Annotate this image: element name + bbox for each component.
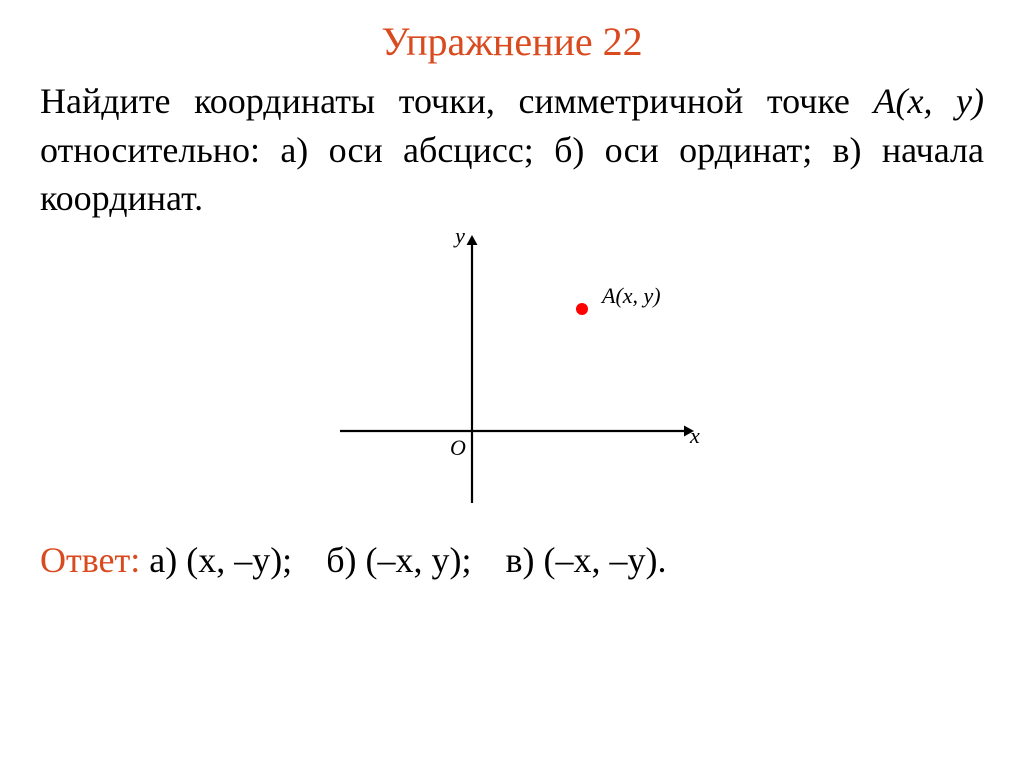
answer-b: б) (–x, y); (326, 539, 471, 581)
problem-text: Найдите координаты точки, симметричной т… (40, 77, 984, 223)
coordinate-plane: x y O A(x, y) (322, 231, 702, 521)
answer-a: а) (x, –y); (149, 540, 292, 580)
slide: Упражнение 22 Найдите координаты точки, … (0, 0, 1024, 767)
problem-point: A(x, y) (873, 81, 984, 121)
figure-container: x y O A(x, y) (40, 231, 984, 521)
svg-text:y: y (453, 231, 465, 248)
exercise-title: Упражнение 22 (40, 18, 984, 65)
answer-row: Ответ: а) (x, –y); б) (–x, y); в) (–x, –… (40, 539, 984, 581)
svg-text:A(x, y): A(x, y) (600, 283, 661, 308)
svg-text:O: O (450, 435, 466, 460)
problem-line1: Найдите координаты точки, симметричной т… (40, 81, 873, 121)
answer-c: в) (–x, –y). (505, 539, 666, 581)
problem-line2: относительно: а) оси абсцисс; б) оси орд… (40, 130, 984, 219)
svg-text:x: x (689, 423, 700, 448)
answer-label: Ответ: (40, 540, 140, 580)
